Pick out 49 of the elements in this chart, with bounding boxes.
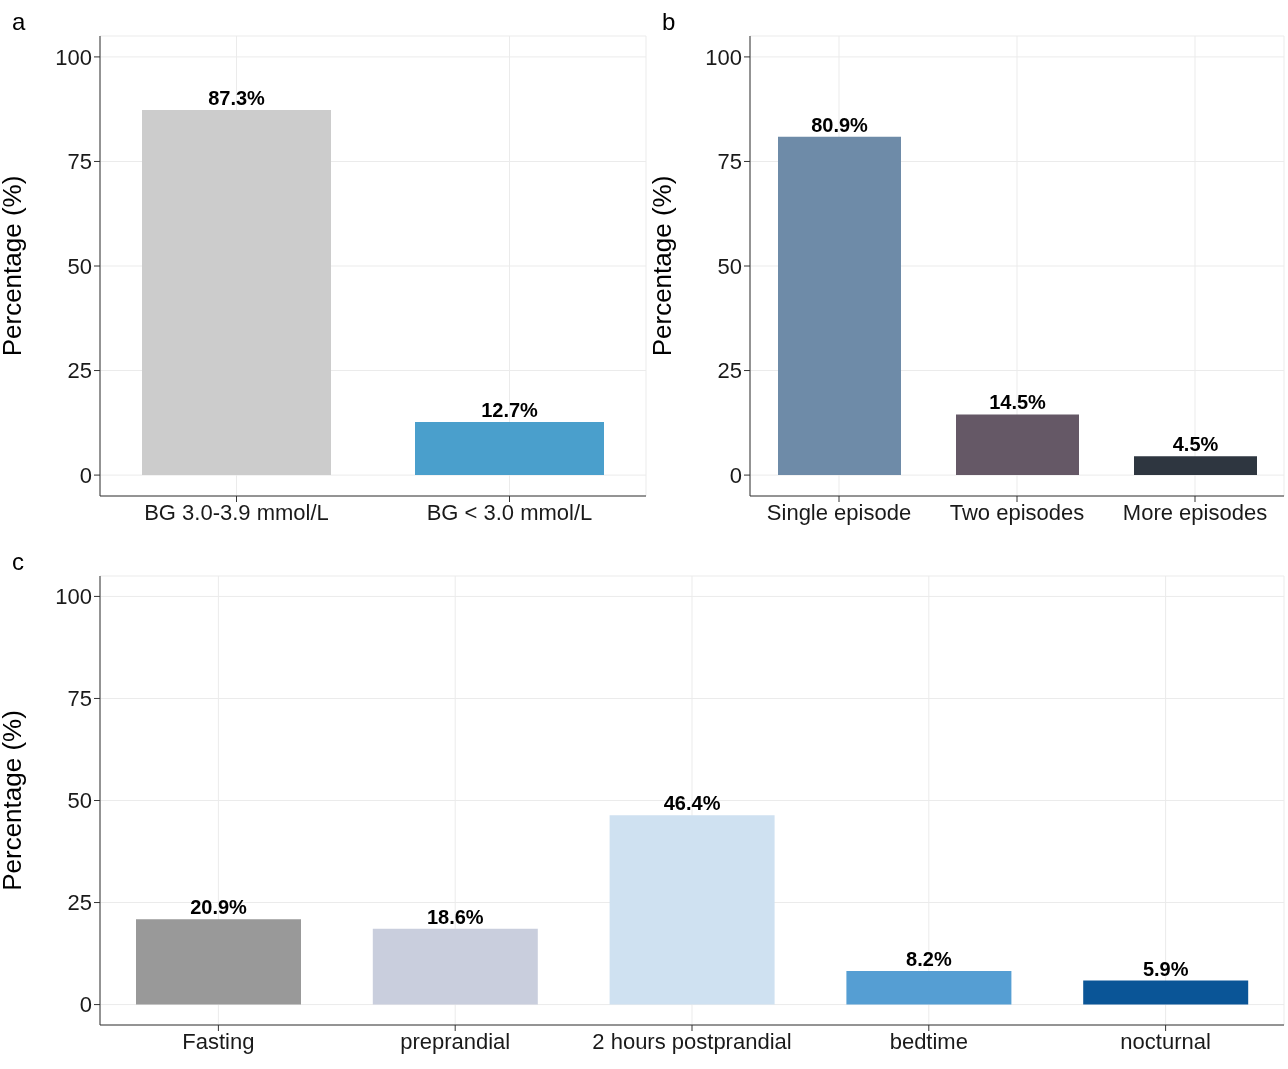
y-axis-title: Percentage (%) [0, 175, 28, 357]
y-tick-label: 75 [67, 149, 92, 175]
data-label: 87.3% [208, 87, 266, 110]
x-tick-label: preprandial [400, 1028, 511, 1054]
bar [846, 971, 1012, 1005]
x-tick-label: BG 3.0-3.9 mmol/L [144, 499, 329, 525]
y-tick-label: 50 [67, 788, 92, 814]
y-tick-label: 100 [55, 584, 92, 610]
y-tick-label: 0 [79, 462, 92, 488]
data-label: 46.4% [663, 792, 721, 815]
data-label: 80.9% [811, 113, 869, 136]
bar [372, 928, 538, 1005]
x-tick-label: Single episode [766, 499, 912, 525]
x-tick-label: nocturnal [1120, 1028, 1211, 1054]
bar [1083, 980, 1249, 1005]
y-tick-label: 25 [67, 890, 92, 916]
x-tick-label: 2 hours postprandial [592, 1028, 792, 1054]
bar [956, 414, 1079, 476]
data-label: 8.2% [906, 948, 952, 971]
chart-title: b [662, 8, 676, 36]
y-tick-label: 75 [717, 149, 742, 175]
y-tick-label: 0 [79, 992, 92, 1018]
y-tick-label: 50 [67, 253, 92, 279]
y-tick-label: 25 [717, 358, 742, 384]
bar [136, 919, 301, 1005]
y-tick-label: 25 [67, 358, 92, 384]
data-label: 20.9% [190, 896, 248, 919]
data-label: 12.7% [481, 398, 539, 421]
bar [609, 815, 775, 1005]
y-tick-label: 100 [705, 44, 742, 70]
x-tick-label: Two episodes [949, 499, 1085, 525]
data-label: 5.9% [1142, 957, 1189, 980]
chart-title: a [12, 8, 26, 36]
y-tick-label: 100 [55, 44, 92, 70]
bar [1134, 456, 1257, 476]
x-tick-label: More episodes [1122, 499, 1268, 525]
y-axis-title: Percentage (%) [0, 710, 28, 891]
data-label: 14.5% [989, 391, 1047, 414]
chart-title: c [12, 548, 24, 576]
y-tick-label: 50 [717, 253, 742, 279]
data-label: 18.6% [426, 905, 484, 928]
bar [778, 136, 901, 476]
x-tick-label: bedtime [889, 1028, 968, 1054]
data-label: 4.5% [1172, 433, 1219, 456]
y-tick-label: 0 [729, 462, 742, 488]
x-tick-label: BG < 3.0 mmol/L [426, 499, 593, 525]
x-tick-label: Fasting [182, 1028, 255, 1054]
y-tick-label: 75 [67, 686, 92, 712]
y-axis-title: Percentage (%) [647, 175, 678, 357]
